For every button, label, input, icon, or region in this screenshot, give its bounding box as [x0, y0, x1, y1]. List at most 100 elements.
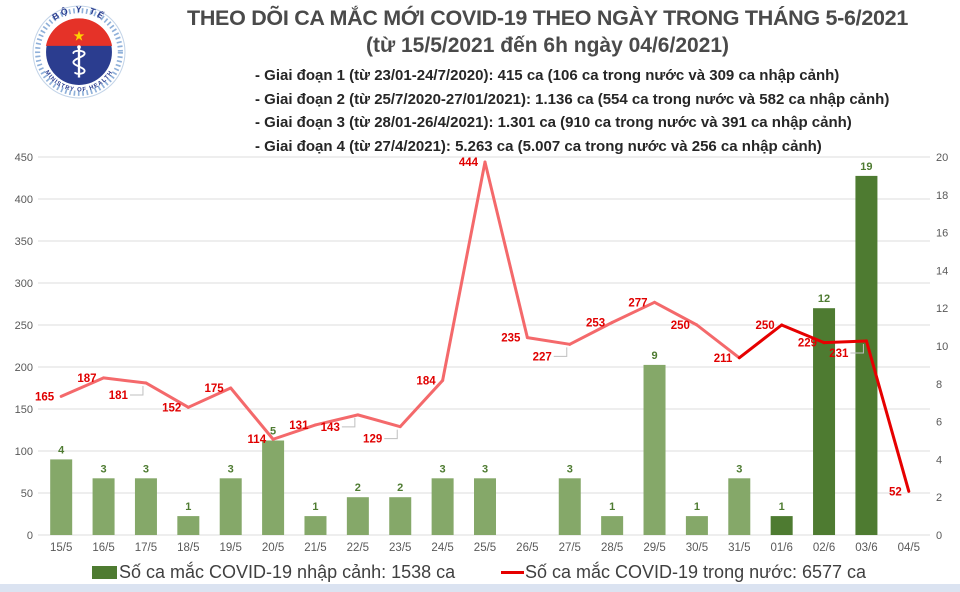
- x-tick-label: 28/5: [601, 542, 623, 554]
- y-left-tick-label: 50: [21, 488, 33, 500]
- label-connector: [850, 343, 864, 354]
- bar-value-label: 1: [609, 501, 615, 513]
- y-left-tick-label: 300: [15, 278, 33, 290]
- x-tick-label: 25/5: [474, 542, 496, 554]
- bar-value-label: 19: [860, 161, 872, 173]
- label-connector: [341, 417, 356, 428]
- bar: [770, 516, 793, 535]
- x-tick-label: 30/5: [686, 542, 708, 554]
- y-right-tick-label: 12: [936, 303, 948, 315]
- x-tick-label: 19/5: [220, 542, 242, 554]
- bar-value-label: 3: [101, 463, 107, 475]
- line-point-label: 143: [321, 422, 340, 434]
- bar: [685, 516, 708, 535]
- line-point-label: 235: [501, 333, 521, 345]
- bar: [304, 516, 327, 535]
- x-tick-label: 02/6: [813, 542, 835, 554]
- label-connector: [129, 385, 144, 396]
- y-left-tick-label: 150: [15, 404, 33, 416]
- phase-line-4: - Giai đoạn 4 (từ 27/4/2021): 5.263 ca (…: [255, 137, 822, 155]
- line-point-label: 131: [289, 420, 309, 432]
- bar: [855, 175, 878, 535]
- bar: [431, 478, 454, 535]
- bar-value-label: 1: [185, 501, 191, 513]
- case-line-segment: [610, 300, 657, 324]
- legend-bar-label: Số ca mắc COVID-19 nhập cảnh: 1538 ca: [119, 562, 456, 582]
- case-line-segment: [186, 386, 233, 409]
- staff-knob-icon: [77, 45, 81, 49]
- x-tick-label: 26/5: [516, 542, 538, 554]
- bar-value-label: 5: [270, 426, 276, 438]
- legend-item-domestic: Số ca mắc COVID-19 trong nước: 6577 ca: [501, 562, 866, 583]
- x-tick-label: 31/5: [728, 542, 750, 554]
- line-point-label: 277: [628, 297, 647, 309]
- x-tick-label: 18/5: [177, 542, 199, 554]
- bar-value-label: 12: [818, 293, 830, 305]
- case-line-segment: [568, 320, 614, 346]
- y-right-tick-label: 4: [936, 454, 942, 466]
- page-subtitle: (từ 15/5/2021 đến 6h ngày 04/6/2021): [365, 34, 730, 57]
- case-line-segment: [356, 413, 402, 429]
- bar: [346, 497, 369, 535]
- bar: [728, 478, 751, 535]
- bar: [262, 440, 285, 535]
- bar: [474, 478, 496, 535]
- moh-logo-svg: BỘ Y TẾ MINISTRY OF HEALTH: [32, 4, 126, 99]
- line-point-label: 227: [533, 351, 552, 363]
- page-title: THEO DÕI CA MẮC MỚI COVID-19 THEO NGÀY T…: [187, 6, 908, 30]
- x-tick-label: 23/5: [389, 542, 411, 554]
- legend-line-label: Số ca mắc COVID-19 trong nước: 6577 ca: [525, 562, 867, 582]
- bar-value-label: 3: [567, 463, 573, 475]
- bar-value-label: 3: [440, 463, 446, 475]
- y-right-tick-label: 6: [936, 417, 942, 429]
- phase-line-3: - Giai đoạn 3 (từ 28/01-26/4/2021): 1.30…: [255, 114, 852, 131]
- line-point-label: 165: [35, 391, 55, 403]
- case-line-segment: [102, 376, 148, 385]
- y-right-tick-label: 0: [936, 530, 942, 542]
- bar: [177, 516, 200, 535]
- y-left-tick-label: 450: [15, 152, 33, 164]
- bar: [92, 478, 115, 535]
- case-line-segment: [144, 381, 190, 409]
- bar-value-label: 1: [312, 501, 318, 513]
- x-tick-label: 01/6: [770, 542, 792, 554]
- y-right-tick-label: 10: [936, 341, 948, 353]
- x-tick-label: 21/5: [304, 542, 326, 554]
- line-point-label: 114: [248, 434, 267, 446]
- legend-line-swatch: [501, 571, 524, 574]
- case-line-segment: [271, 423, 317, 441]
- case-line-segment: [59, 376, 106, 398]
- line-point-label: 52: [889, 486, 902, 498]
- line-point-label: 231: [829, 348, 849, 360]
- bar-value-label: 3: [482, 463, 488, 475]
- y-right-tick-label: 2: [936, 492, 942, 504]
- moh-logo: BỘ Y TẾ MINISTRY OF HEALTH: [32, 4, 126, 99]
- y-left-tick-label: 100: [15, 446, 33, 458]
- bar-value-label: 2: [355, 482, 361, 494]
- line-point-label: 250: [755, 320, 774, 332]
- case-line-segment: [822, 339, 868, 345]
- case-line-segment: [737, 323, 784, 360]
- x-tick-label: 22/5: [347, 542, 369, 554]
- line-point-label: 175: [205, 383, 225, 395]
- x-tick-label: 04/5: [898, 542, 920, 554]
- line-point-label: 181: [109, 390, 129, 402]
- bar-value-label: 3: [228, 463, 234, 475]
- bottom-strip: [0, 584, 960, 592]
- bar: [558, 478, 581, 535]
- bar-value-label: 9: [651, 350, 657, 362]
- case-line-segment: [780, 323, 826, 345]
- y-right-tick-label: 20: [936, 152, 948, 164]
- y-left-tick-label: 250: [15, 320, 33, 332]
- bar-value-label: 2: [397, 482, 403, 494]
- label-connector: [384, 429, 398, 440]
- y-right-tick-label: 14: [936, 265, 948, 277]
- y-right-tick-label: 16: [936, 228, 948, 240]
- line-point-label: 253: [586, 317, 605, 329]
- phase-line-1: - Giai đoạn 1 (từ 23/01-24/7/2020): 415 …: [255, 67, 840, 84]
- bar: [50, 459, 73, 535]
- logo-star-icon: [73, 30, 85, 41]
- bar: [219, 478, 242, 535]
